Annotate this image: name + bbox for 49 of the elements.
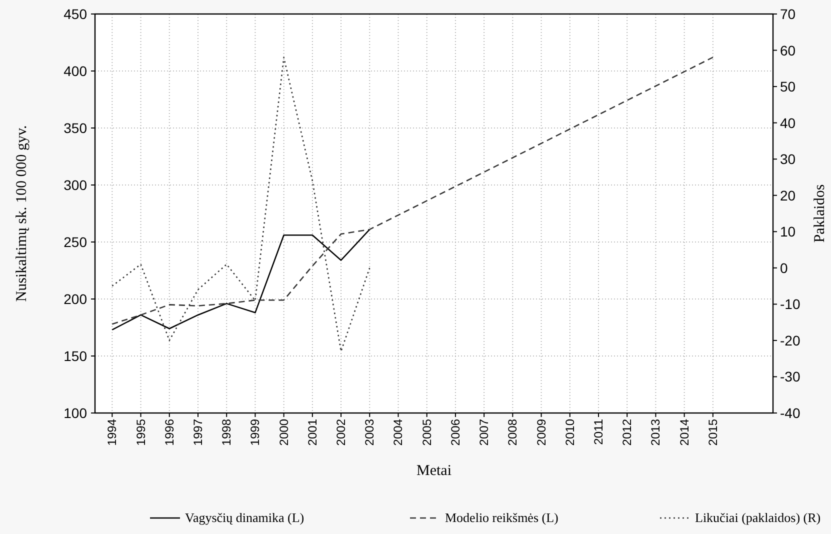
y2-tick-label: 70 xyxy=(780,6,796,22)
legend-label: Vagysčių dinamika (L) xyxy=(185,510,304,525)
x-tick-label: 1999 xyxy=(248,418,262,446)
x-tick-label: 1994 xyxy=(105,418,120,446)
y2-tick-label: -10 xyxy=(780,296,800,312)
y2-tick-label: 10 xyxy=(780,224,796,240)
y-tick-label: 450 xyxy=(64,6,88,22)
x-tick-label: 1997 xyxy=(190,418,205,446)
x-tick-label: 1996 xyxy=(162,418,176,446)
y2-tick-label: 20 xyxy=(780,187,796,204)
legend-label: Likučiai (paklaidos) (R) xyxy=(695,510,821,525)
y2-tick-label: -20 xyxy=(780,332,800,348)
y-tick-label: 250 xyxy=(64,234,88,250)
y2-axis-title: Paklaidos xyxy=(812,184,828,243)
x-tick-label: 2013 xyxy=(648,418,663,446)
x-tick-label: 2007 xyxy=(477,418,492,446)
x-tick-label: 2008 xyxy=(506,418,520,446)
y-tick-label: 400 xyxy=(64,63,88,79)
x-tick-label: 2014 xyxy=(677,418,692,446)
y2-tick-label: 50 xyxy=(780,78,796,95)
x-tick-label: 2005 xyxy=(420,418,434,446)
y-tick-label: 200 xyxy=(64,291,88,307)
x-tick-label: 1995 xyxy=(134,418,148,446)
x-tick-label: 2015 xyxy=(706,418,720,446)
y-tick-label: 150 xyxy=(64,348,88,364)
line-series xyxy=(112,228,370,330)
x-tick-label: 1998 xyxy=(220,418,234,446)
x-axis-title: Metai xyxy=(416,463,452,479)
y2-tick-label: -30 xyxy=(780,368,800,385)
y-axis-title: Nusikaltimų sk. 100 000 gyv. xyxy=(14,125,30,302)
y2-tick-label: 30 xyxy=(780,151,796,168)
x-tick-label: 2004 xyxy=(391,418,406,446)
y2-tick-label: 40 xyxy=(780,114,796,131)
x-tick-label: 2011 xyxy=(591,418,606,445)
x-tick-label: 2002 xyxy=(334,418,348,446)
y-tick-label: 300 xyxy=(64,177,88,193)
legend-label: Modelio reikšmės (L) xyxy=(445,510,558,525)
y2-tick-label: 0 xyxy=(780,260,788,276)
x-tick-label: 2003 xyxy=(362,418,377,446)
y2-tick-label: -40 xyxy=(780,405,800,421)
x-tick-label: 2010 xyxy=(562,418,577,446)
y2-tick-label: 60 xyxy=(780,42,796,58)
x-tick-label: 2006 xyxy=(448,418,462,446)
x-tick-label: 2012 xyxy=(620,418,634,446)
x-tick-label: 2001 xyxy=(305,418,320,446)
x-tick-label: 2000 xyxy=(276,418,291,446)
y-tick-label: 350 xyxy=(64,120,88,136)
x-tick-label: 2009 xyxy=(534,418,548,446)
y-tick-label: 100 xyxy=(64,405,88,421)
